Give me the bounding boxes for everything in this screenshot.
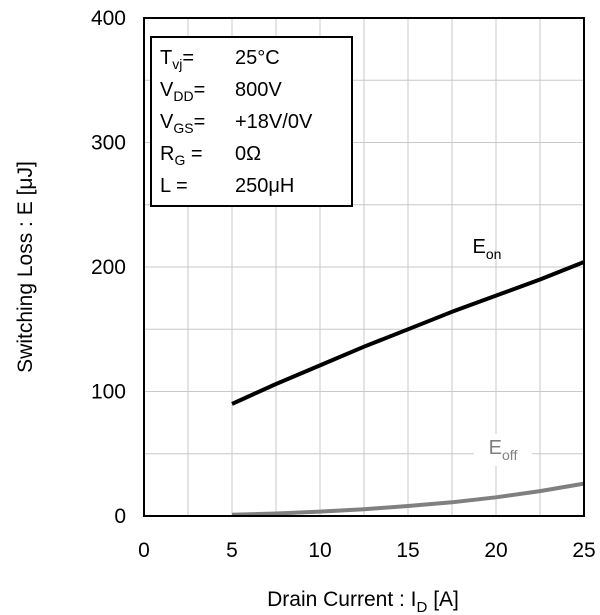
curve-label-e-on: Eon <box>473 236 502 262</box>
y-tick-label: 100 <box>91 381 126 404</box>
condition-value: 25°C <box>235 47 280 69</box>
condition-label: VDD= <box>160 79 205 104</box>
condition-label: VGS= <box>160 111 205 136</box>
curve-label-e-off: Eoff <box>489 437 518 463</box>
condition-value: 0Ω <box>235 143 261 165</box>
y-tick-label: 0 <box>114 505 126 528</box>
condition-label: Tvj= <box>160 47 194 72</box>
x-tick-label: 0 <box>138 539 150 562</box>
series-line-e-on <box>231 260 585 406</box>
x-tick-label: 15 <box>396 539 419 562</box>
series-line-e-off <box>231 481 585 517</box>
curve-label-background <box>474 434 532 466</box>
tick-labels: 0 5 10 15 20 25 0 100 200 300 400 <box>91 7 596 562</box>
condition-value: +18V/0V <box>235 111 313 133</box>
condition-value: 250μH <box>235 175 294 197</box>
y-tick-label: 300 <box>91 132 126 155</box>
condition-label: RG = <box>160 143 203 168</box>
series-layer <box>231 260 585 517</box>
x-tick-label: 5 <box>226 539 238 562</box>
conditions-box: Tvj= 25°C VDD= 800V VGS= +18V/0V RG = 0Ω L = 250μ… <box>150 36 353 207</box>
y-axis-title: Switching Loss : E [μJ] <box>14 161 37 373</box>
curve-labels: Eon Eoff <box>473 236 532 466</box>
plot-frame <box>143 17 585 517</box>
y-tick-label: 200 <box>91 256 126 279</box>
condition-label: L = <box>160 175 188 197</box>
axis-titles: Drain Current : ID [A] Switching Loss : E… <box>14 161 459 615</box>
x-tick-label: 10 <box>308 539 331 562</box>
plot-border <box>143 17 585 517</box>
condition-value: 800V <box>235 79 282 101</box>
x-tick-label: 25 <box>572 539 595 562</box>
x-tick-label: 20 <box>484 539 507 562</box>
y-tick-label: 400 <box>91 7 126 30</box>
conditions-box-border <box>150 36 353 207</box>
x-axis-title: Drain Current : ID [A] <box>267 588 459 615</box>
